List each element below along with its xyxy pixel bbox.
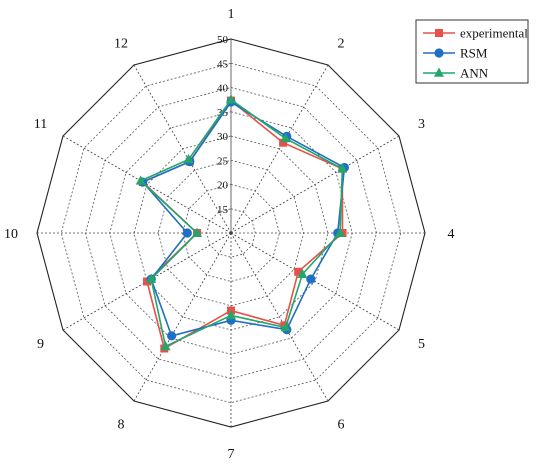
category-label-3: 3	[418, 117, 425, 132]
point-ann-2	[280, 132, 291, 143]
legend-marker-experimental	[435, 29, 443, 37]
tick-label-25: 25	[217, 155, 229, 167]
spoke-3	[230, 135, 400, 234]
series-ann	[135, 94, 348, 351]
point-ann-4	[335, 227, 346, 237]
spoke-8	[133, 232, 232, 402]
category-label-8: 8	[118, 418, 125, 433]
category-label-6: 6	[338, 418, 345, 433]
legend-label-rsm: RSM	[460, 46, 488, 61]
category-label-10: 10	[4, 227, 18, 242]
category-label-7: 7	[228, 447, 235, 462]
tick-label-45: 45	[217, 58, 229, 70]
point-ann-10	[192, 227, 203, 237]
point-ann-6	[280, 322, 291, 332]
spoke-6	[230, 232, 329, 402]
series-line-rsm	[141, 100, 346, 337]
series-line-experimental	[141, 99, 344, 350]
point-rsm-8	[166, 331, 177, 341]
category-label-9: 9	[37, 337, 44, 352]
legend-label-experimental: experimental	[460, 26, 528, 41]
category-label-5: 5	[418, 337, 425, 352]
tick-label-40: 40	[217, 83, 229, 95]
spoke-2	[230, 64, 329, 234]
tick-label-20: 20	[217, 180, 229, 192]
tick-label-30: 30	[217, 131, 229, 143]
series-line-ann	[139, 98, 344, 348]
category-label-12: 12	[114, 36, 128, 51]
spoke-5	[230, 232, 400, 331]
spoke-12	[133, 64, 232, 234]
series-layer	[135, 94, 350, 353]
category-label-4: 4	[448, 227, 455, 242]
legend-label-ann: ANN	[460, 66, 489, 81]
legend-marker-ann	[434, 67, 444, 77]
point-ann-12	[183, 153, 194, 164]
point-ann-11	[135, 175, 146, 185]
category-label-1: 1	[228, 7, 235, 22]
point-rsm-10	[182, 228, 192, 238]
point-ann-5	[297, 268, 308, 279]
point-experimental-5	[294, 267, 303, 276]
category-label-2: 2	[338, 36, 345, 51]
tick-label-50: 50	[217, 34, 229, 46]
point-ann-1	[226, 94, 236, 104]
tick-label-15: 15	[217, 204, 229, 216]
point-ann-7	[226, 309, 236, 320]
point-rsm-5	[306, 274, 316, 284]
point-experimental-2	[279, 138, 288, 147]
legend: experimental RSM ANN	[415, 19, 529, 84]
point-ann-3	[337, 163, 348, 173]
point-ann-8	[160, 340, 171, 351]
legend-marker-rsm	[434, 48, 444, 58]
spoke-11	[62, 135, 232, 234]
category-label-11: 11	[34, 117, 47, 132]
point-ann-9	[146, 273, 157, 283]
